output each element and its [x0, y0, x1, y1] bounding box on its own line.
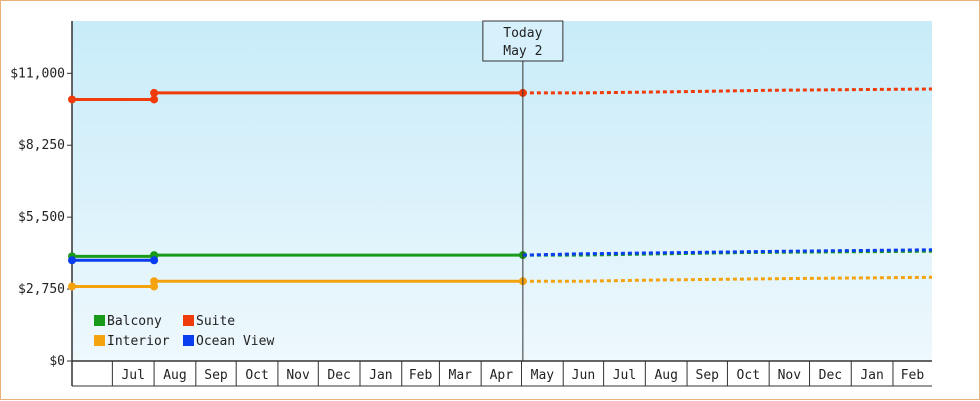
y-tick-label: $8,250 — [18, 138, 65, 153]
data-point[interactable] — [150, 277, 159, 286]
legend-swatch — [94, 335, 105, 346]
legend-item[interactable]: Interior — [94, 334, 170, 349]
x-month-label: Oct — [245, 368, 268, 383]
forecast-line — [522, 248, 933, 257]
x-month-label: Nov — [286, 368, 310, 383]
x-month-label: Aug — [163, 368, 186, 383]
data-point[interactable] — [68, 95, 76, 104]
x-month-label: Dec — [819, 368, 842, 383]
legend-label: Balcony — [107, 314, 162, 329]
today-label: Today — [503, 26, 542, 41]
x-month-label: Apr — [490, 368, 514, 383]
forecast-line — [522, 275, 933, 283]
x-month-label: Oct — [737, 368, 760, 383]
forecast-line — [522, 87, 933, 95]
x-month-label: Jan — [369, 368, 392, 383]
x-month-label: Mar — [449, 368, 473, 383]
legend-label: Interior — [107, 334, 170, 349]
today-box — [482, 20, 564, 62]
x-month-label: Dec — [327, 368, 350, 383]
legend-label: Suite — [196, 314, 235, 329]
x-month-label: Nov — [778, 368, 802, 383]
y-tick-label: $0 — [49, 354, 65, 369]
y-tick-label: $11,000 — [10, 66, 65, 81]
data-point[interactable] — [150, 256, 159, 265]
legend-item[interactable]: Balcony — [94, 314, 162, 329]
legend-label: Ocean View — [196, 334, 274, 349]
legend-swatch — [183, 335, 194, 346]
x-month-label: Feb — [409, 368, 433, 383]
x-month-label: May — [531, 368, 555, 383]
today-date-label: May 2 — [503, 44, 542, 59]
y-tick-label: $5,500 — [18, 210, 65, 225]
series-ocean-view — [68, 248, 933, 265]
legend-swatch — [183, 315, 194, 326]
history-line — [72, 253, 523, 258]
x-month-label: Jun — [572, 368, 595, 383]
legend-item[interactable]: Suite — [183, 314, 235, 329]
legend-swatch — [94, 315, 105, 326]
y-tick-label: $2,750 — [18, 282, 65, 297]
x-month-label: Jul — [121, 368, 144, 383]
x-month-label: Jul — [613, 368, 636, 383]
x-month-label: Feb — [901, 368, 925, 383]
data-point[interactable] — [68, 256, 76, 265]
legend-item[interactable]: Ocean View — [183, 334, 274, 349]
x-month-label: Aug — [654, 368, 677, 383]
x-month-label: Sep — [204, 368, 228, 383]
data-point[interactable] — [150, 88, 159, 97]
x-month-label: Jan — [860, 368, 883, 383]
series-suite — [68, 87, 933, 104]
data-point[interactable] — [150, 95, 159, 104]
x-month-label: Sep — [696, 368, 720, 383]
plot-area — [72, 21, 932, 361]
data-point[interactable] — [68, 282, 76, 291]
